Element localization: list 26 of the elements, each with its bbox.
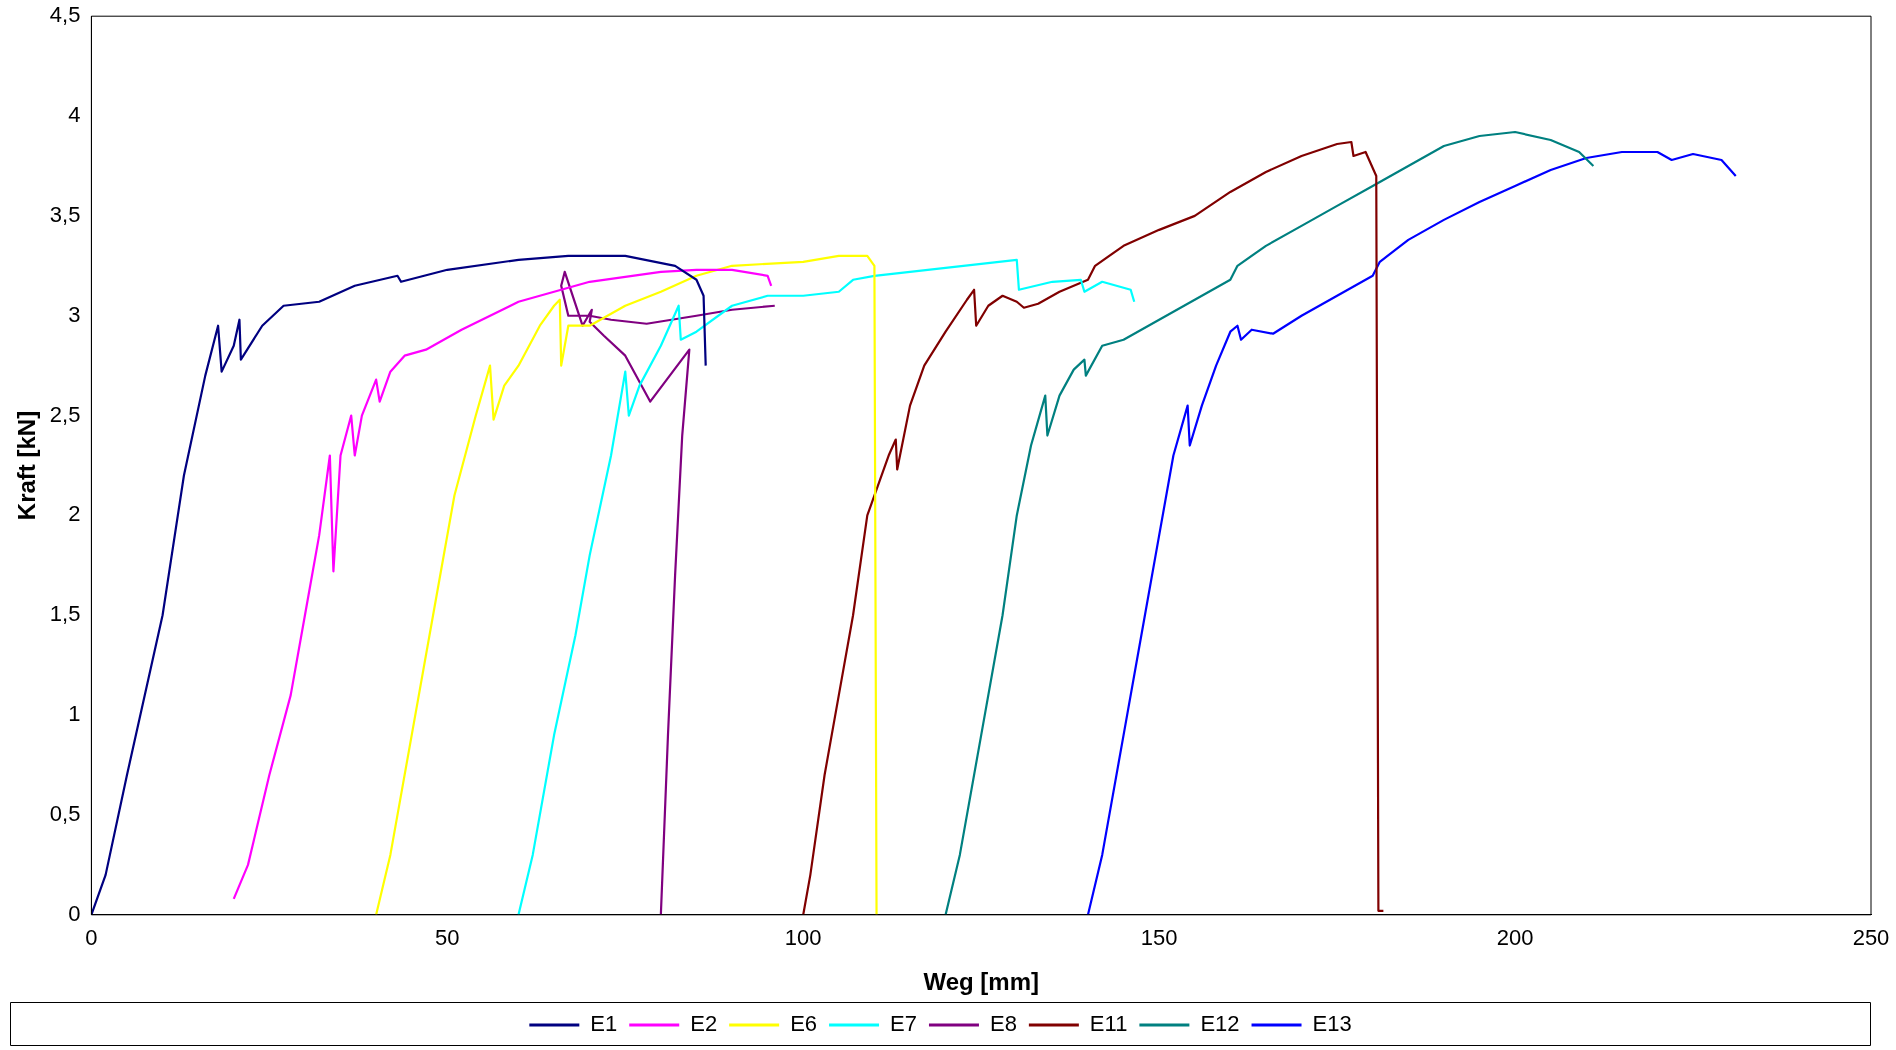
legend-label: E2	[690, 1011, 718, 1037]
y-tick-label: 2,5	[49, 401, 81, 427]
y-tick-label: 4	[68, 102, 81, 128]
y-tick-label: 3	[68, 301, 81, 327]
y-tick-label: 0,5	[49, 801, 81, 827]
y-axis-title: Kraft [kN]	[13, 410, 41, 521]
x-tick-label: 250	[1852, 925, 1890, 951]
y-tick-label: 1	[68, 701, 81, 727]
legend-label: E6	[790, 1011, 818, 1037]
x-axis-title: Weg [mm]	[923, 968, 1039, 996]
y-tick-label: 0	[68, 900, 81, 926]
y-tick-label: 3,5	[49, 201, 81, 227]
legend-label: E7	[890, 1011, 917, 1037]
x-tick-label: 200	[1496, 925, 1534, 951]
x-tick-label: 100	[784, 925, 822, 951]
legend-label: E12	[1200, 1011, 1240, 1037]
x-tick-label: 150	[1140, 925, 1178, 951]
x-tick-label: 0	[85, 925, 98, 951]
legend-label: E11	[1089, 1011, 1128, 1037]
x-tick-label: 50	[435, 925, 460, 951]
y-tick-label: 2	[68, 501, 81, 527]
y-tick-label: 1,5	[49, 601, 81, 627]
legend-label: E1	[590, 1011, 618, 1037]
legend-label: E13	[1312, 1011, 1352, 1037]
y-tick-label: 4,5	[49, 2, 81, 28]
legend-label: E8	[989, 1011, 1017, 1037]
